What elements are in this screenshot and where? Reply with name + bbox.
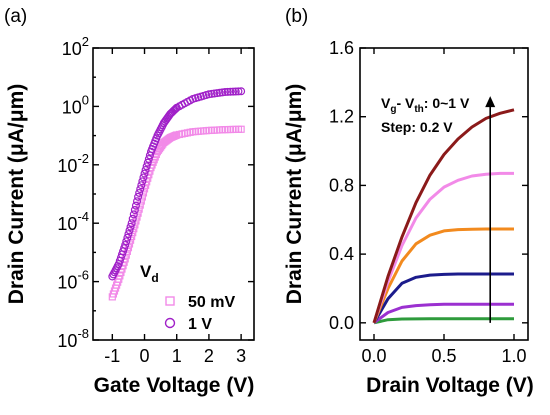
y-tick-label: 10-6 <box>57 268 89 293</box>
panel-a-legend: Vd 50 mV 1 V <box>140 262 235 333</box>
x-tick-label: 0.5 <box>431 346 456 366</box>
data-point-circle <box>136 185 145 194</box>
data-point-circle <box>126 222 135 231</box>
data-point-circle <box>124 230 133 239</box>
data-point-circle <box>204 90 213 99</box>
panel-a-xlabel: Gate Voltage (V) <box>94 374 255 397</box>
sweep-arrow-head <box>485 96 496 108</box>
data-point-circle <box>134 192 143 201</box>
x-tick-label: 1 <box>172 346 182 366</box>
annotation-line-2: Step: 0.2 V <box>381 119 453 135</box>
data-point-circle <box>137 181 146 190</box>
data-point-circle <box>140 169 149 178</box>
legend-label: 1 V <box>188 316 212 333</box>
data-point-circle <box>212 89 221 98</box>
x-tick-label: 0 <box>140 346 150 366</box>
data-point-circle <box>121 240 130 249</box>
data-point-circle <box>237 87 246 96</box>
data-point-circle <box>231 87 240 96</box>
y-tick-label: 1.6 <box>329 38 354 58</box>
panel-b-annotation: Vg- Vth: 0~1 V Step: 0.2 V <box>381 95 470 135</box>
output-curve <box>372 171 514 324</box>
data-point-circle <box>125 226 134 235</box>
y-tick-label: 10-2 <box>57 151 89 176</box>
data-point-circle <box>221 88 230 97</box>
legend-label: 50 mV <box>188 294 235 311</box>
y-tick-label: 0.8 <box>329 175 354 195</box>
y-tick-label: 10-4 <box>57 209 89 234</box>
data-point-circle <box>207 89 216 98</box>
y-tick-label: 10-8 <box>57 326 89 351</box>
y-tick-label: 0.4 <box>329 244 354 264</box>
y-tick-label: 0.0 <box>329 313 354 333</box>
data-point-circle <box>123 233 132 242</box>
x-tick-label: 1.0 <box>501 346 526 366</box>
x-tick-label: -1 <box>104 346 120 366</box>
data-point-circle <box>139 173 148 182</box>
data-point-circle <box>210 89 219 98</box>
data-point-circle <box>218 88 227 97</box>
data-point-circle <box>128 214 137 223</box>
panel-b: (b) 0.0 0.5 1.0 0.0 0.4 0.8 1.2 1.6 Vg- Vth: 0~… <box>283 6 534 397</box>
data-point-circle <box>215 88 224 97</box>
data-point-circle <box>234 87 243 96</box>
data-point-circle <box>129 210 138 219</box>
data-point-circle <box>226 87 235 96</box>
panel-a: (a) -1 0 1 2 3 10-8 10-6 10-4 10-2 100 102 Vd 50 m… <box>4 6 255 397</box>
annotation-line-1: Vg- Vth: 0~1 V <box>381 95 470 115</box>
panel-a-ylabel: Drain Current (μA/μm) <box>5 84 28 305</box>
legend-title: Vd <box>140 262 159 285</box>
panel-a-label: (a) <box>4 6 27 27</box>
panel-b-label: (b) <box>285 6 308 27</box>
data-point-circle <box>141 165 150 174</box>
x-tick-label: 3 <box>236 346 246 366</box>
data-point-circle <box>133 197 142 206</box>
legend-marker-square <box>165 296 175 306</box>
data-point-circle <box>223 87 232 96</box>
data-point-circle <box>138 177 147 186</box>
x-tick-label: 2 <box>204 346 214 366</box>
panel-b-xlabel: Drain Voltage (V) <box>366 374 534 397</box>
output-curve <box>372 272 514 324</box>
panel-b-ylabel: Drain Current (μA/μm) <box>283 84 306 305</box>
data-point-circle <box>131 201 140 210</box>
y-tick-label: 102 <box>62 34 89 59</box>
data-point-circle <box>130 206 139 215</box>
data-point-circle <box>229 87 238 96</box>
data-point-square <box>237 125 245 133</box>
data-point-circle <box>144 155 153 164</box>
x-tick-label: 0.0 <box>361 346 386 366</box>
data-point-circle <box>135 188 144 197</box>
data-point-circle <box>122 237 131 246</box>
y-tick-label: 1.2 <box>329 107 354 127</box>
data-point-circle <box>143 158 152 167</box>
output-curve <box>373 317 514 325</box>
legend-marker-circle <box>164 317 176 329</box>
y-tick-label: 100 <box>62 92 89 117</box>
data-point-circle <box>127 219 136 228</box>
data-point-circle <box>142 162 151 171</box>
